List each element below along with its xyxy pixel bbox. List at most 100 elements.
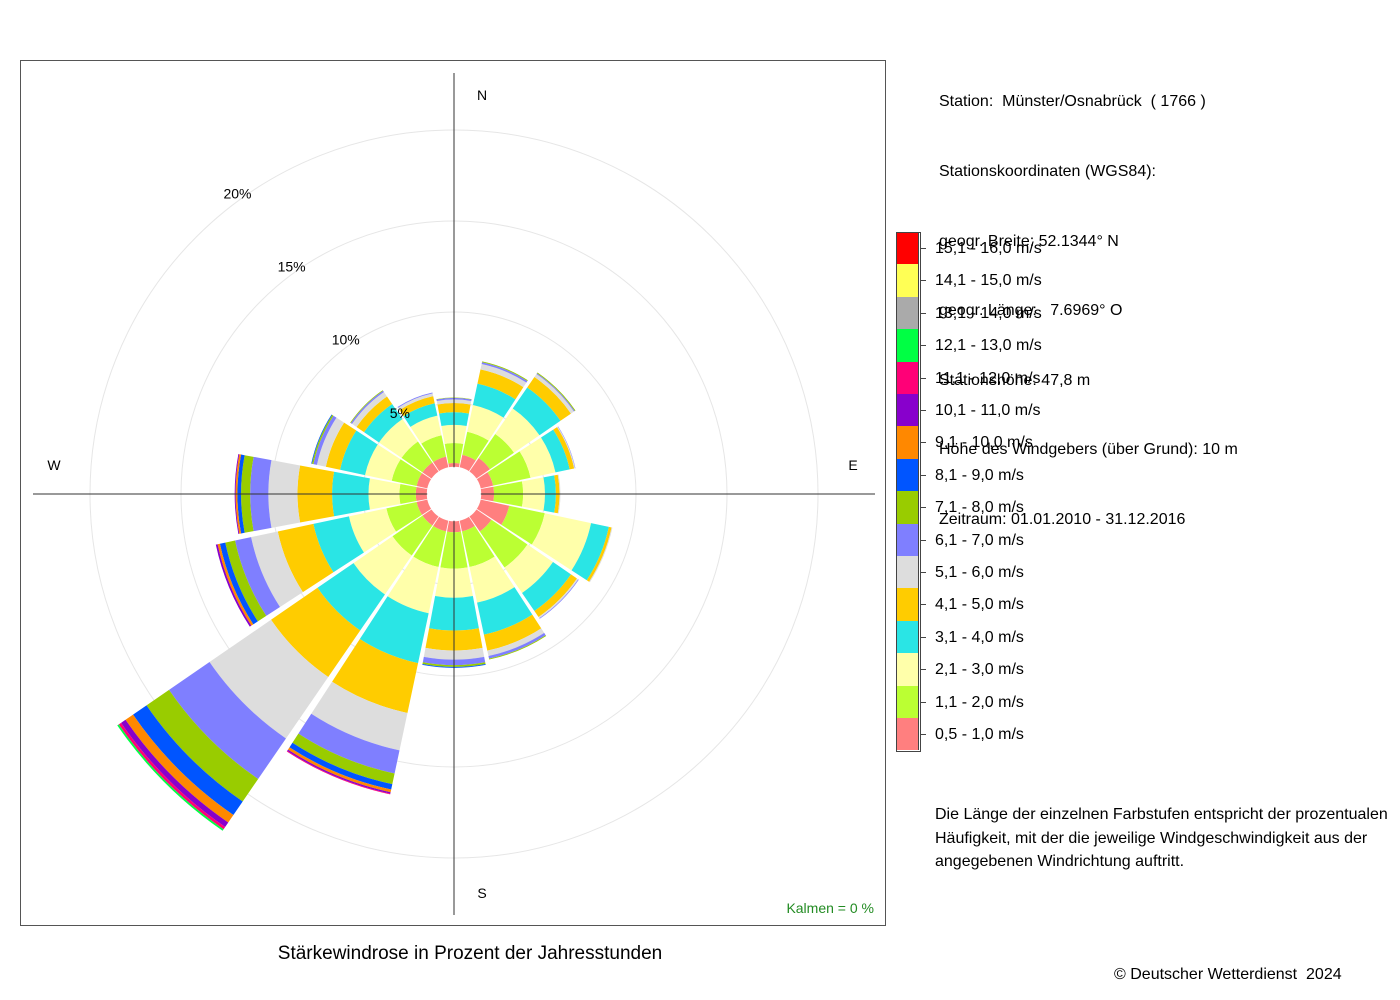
wind-segment-wnw-0 [416,473,432,489]
wind-segment-sso-5 [487,628,545,657]
direction-label-s: S [477,885,486,901]
legend-tick [920,669,926,671]
wind-segment-ono-2 [519,437,556,478]
wind-segment-no-0 [469,458,490,479]
wind-segment-nno-4 [477,369,524,400]
wind-segment-nnw-1 [421,435,447,462]
ring-label: 10% [332,332,360,348]
wind-segment-wnw-5 [316,417,345,467]
wind-segment-wsw-9 [217,543,254,626]
wind-segment-wnw-3 [340,430,378,476]
wind-segment-sw-5 [209,619,329,739]
legend-tick [920,539,926,541]
wind-segment-ssw-8 [289,742,393,790]
wind-segment-ssw-3 [359,596,429,664]
legend-swatch [896,458,919,492]
wind-segment-nw-1 [401,441,433,473]
wind-segment-ono-3 [541,429,570,473]
wind-segment-ono-0 [476,472,494,489]
wind-segment-oso-0 [476,499,510,525]
wind-segment-nnw-0 [433,456,449,472]
station-line: Stationshöhe: 47,8 m [939,371,1091,389]
legend-swatch [896,653,919,686]
legend-label: 14,1 - 15,0 m/s [935,272,1042,290]
wind-segment-no-4 [527,377,571,421]
legend-swatch [896,556,919,589]
wind-segment-wnw-2 [364,444,401,481]
wind-segment-so-1 [479,519,528,568]
legend-label: 0,5 - 1,0 m/s [935,726,1024,743]
station-line: Stationskoordinaten (WGS84): [939,163,1156,180]
wind-segment-wsw-3 [313,516,364,573]
legend-item: 14,1 - 15,0 m/s [896,264,1296,297]
legend-tick [920,507,926,509]
wind-segment-w-10 [234,454,240,534]
wind-segment-so-2 [504,544,553,593]
legend-tick [920,474,926,476]
wind-segment-sw-3 [317,563,385,631]
legend-swatch [896,620,919,654]
note-line: angegebenen Windrichtung auftritt. [935,853,1185,870]
legend-tick [920,442,926,444]
wind-segment-o-5 [557,474,561,514]
wind-segment-wsw-1 [386,501,422,532]
wind-segment-oso-2 [531,513,592,571]
legend-tick [920,701,926,703]
wind-segment-n-7 [436,397,472,400]
wind-segment-w-9 [235,454,242,534]
legend-tick [920,734,926,735]
wind-segment-ono-5 [557,426,576,469]
wind-segment-ssw-0 [433,516,449,532]
wind-segment-nnw-6 [397,392,433,408]
wind-segment-nno-2 [467,404,504,441]
wind-segment-nw-3 [364,404,403,443]
wind-segment-ono-1 [487,451,531,486]
wind-segment-so-5 [538,578,579,619]
wind-segment-no-3 [512,387,561,436]
legend-item: 7,1 - 8,0 m/s [896,491,1296,524]
wind-segment-sw-7 [146,689,259,802]
chart-title: Stärkewindrose in Prozent der Jahresstun… [277,943,663,964]
legend-swatch [896,394,919,427]
wind-segment-nnw-5 [397,393,434,411]
legend-item: 6,1 - 7,0 m/s [896,523,1296,556]
wind-segment-no-2 [495,408,540,453]
station-line: geogr. Breite: 52.1344° N [939,232,1119,250]
legend-label: 6,1 - 7,0 m/s [935,531,1024,549]
wind-segment-ssw-1 [413,526,447,567]
legend-item: 12,1 - 13,0 m/s [896,329,1296,362]
wind-segment-sso-0 [459,516,475,532]
wind-segment-nno-6 [481,362,528,383]
legend-item: 1,1 - 2,0 m/s [896,685,1296,718]
wind-segment-nw-6 [350,390,384,424]
legend-item: 5,1 - 6,0 m/s [896,556,1296,589]
station-line: Station: Münster/Osnabrück ( 1766 ) [939,93,1206,111]
legend-swatch [896,296,919,330]
wind-segment-sso-3 [477,587,533,635]
legend-swatch [896,718,919,751]
wind-segment-wsw-10 [215,544,252,627]
legend-item: 4,1 - 5,0 m/s [896,588,1296,621]
wind-segment-wsw-7 [225,540,267,622]
wind-segment-sso-2 [469,556,515,603]
wind-segment-ssw-4 [332,639,419,713]
wind-segment-no-5 [534,374,574,414]
windrose-plot: 5% 10% 15% 20% N E S W Kalmen = 0 % [20,60,886,926]
wind-segment-sw-4 [271,587,361,677]
legend-label: 15,1 - 16,0 m/s [935,240,1042,257]
legend-item: 2,1 - 3,0 m/s [896,653,1296,686]
wind-segment-ssw-9 [287,747,392,793]
direction-label-w: W [47,457,61,473]
note-line: Häufigkeit, mit der die jeweilige Windge… [935,829,1368,847]
wind-segment-s-8 [422,664,486,668]
wind-segment-wnw-6 [313,415,337,465]
legend-label: 4,1 - 5,0 m/s [935,596,1024,614]
wind-segment-ssw-6 [298,713,400,774]
legend-tick [920,280,926,282]
legend-label: 1,1 - 2,0 m/s [935,693,1024,711]
wind-segment-sso-1 [461,526,495,567]
wind-segment-wnw-1 [391,459,422,487]
wind-segment-sw-6 [169,662,286,779]
legend-label: 11,1 - 12,0 m/s [935,369,1041,387]
wind-segment-ono-4 [553,427,575,470]
